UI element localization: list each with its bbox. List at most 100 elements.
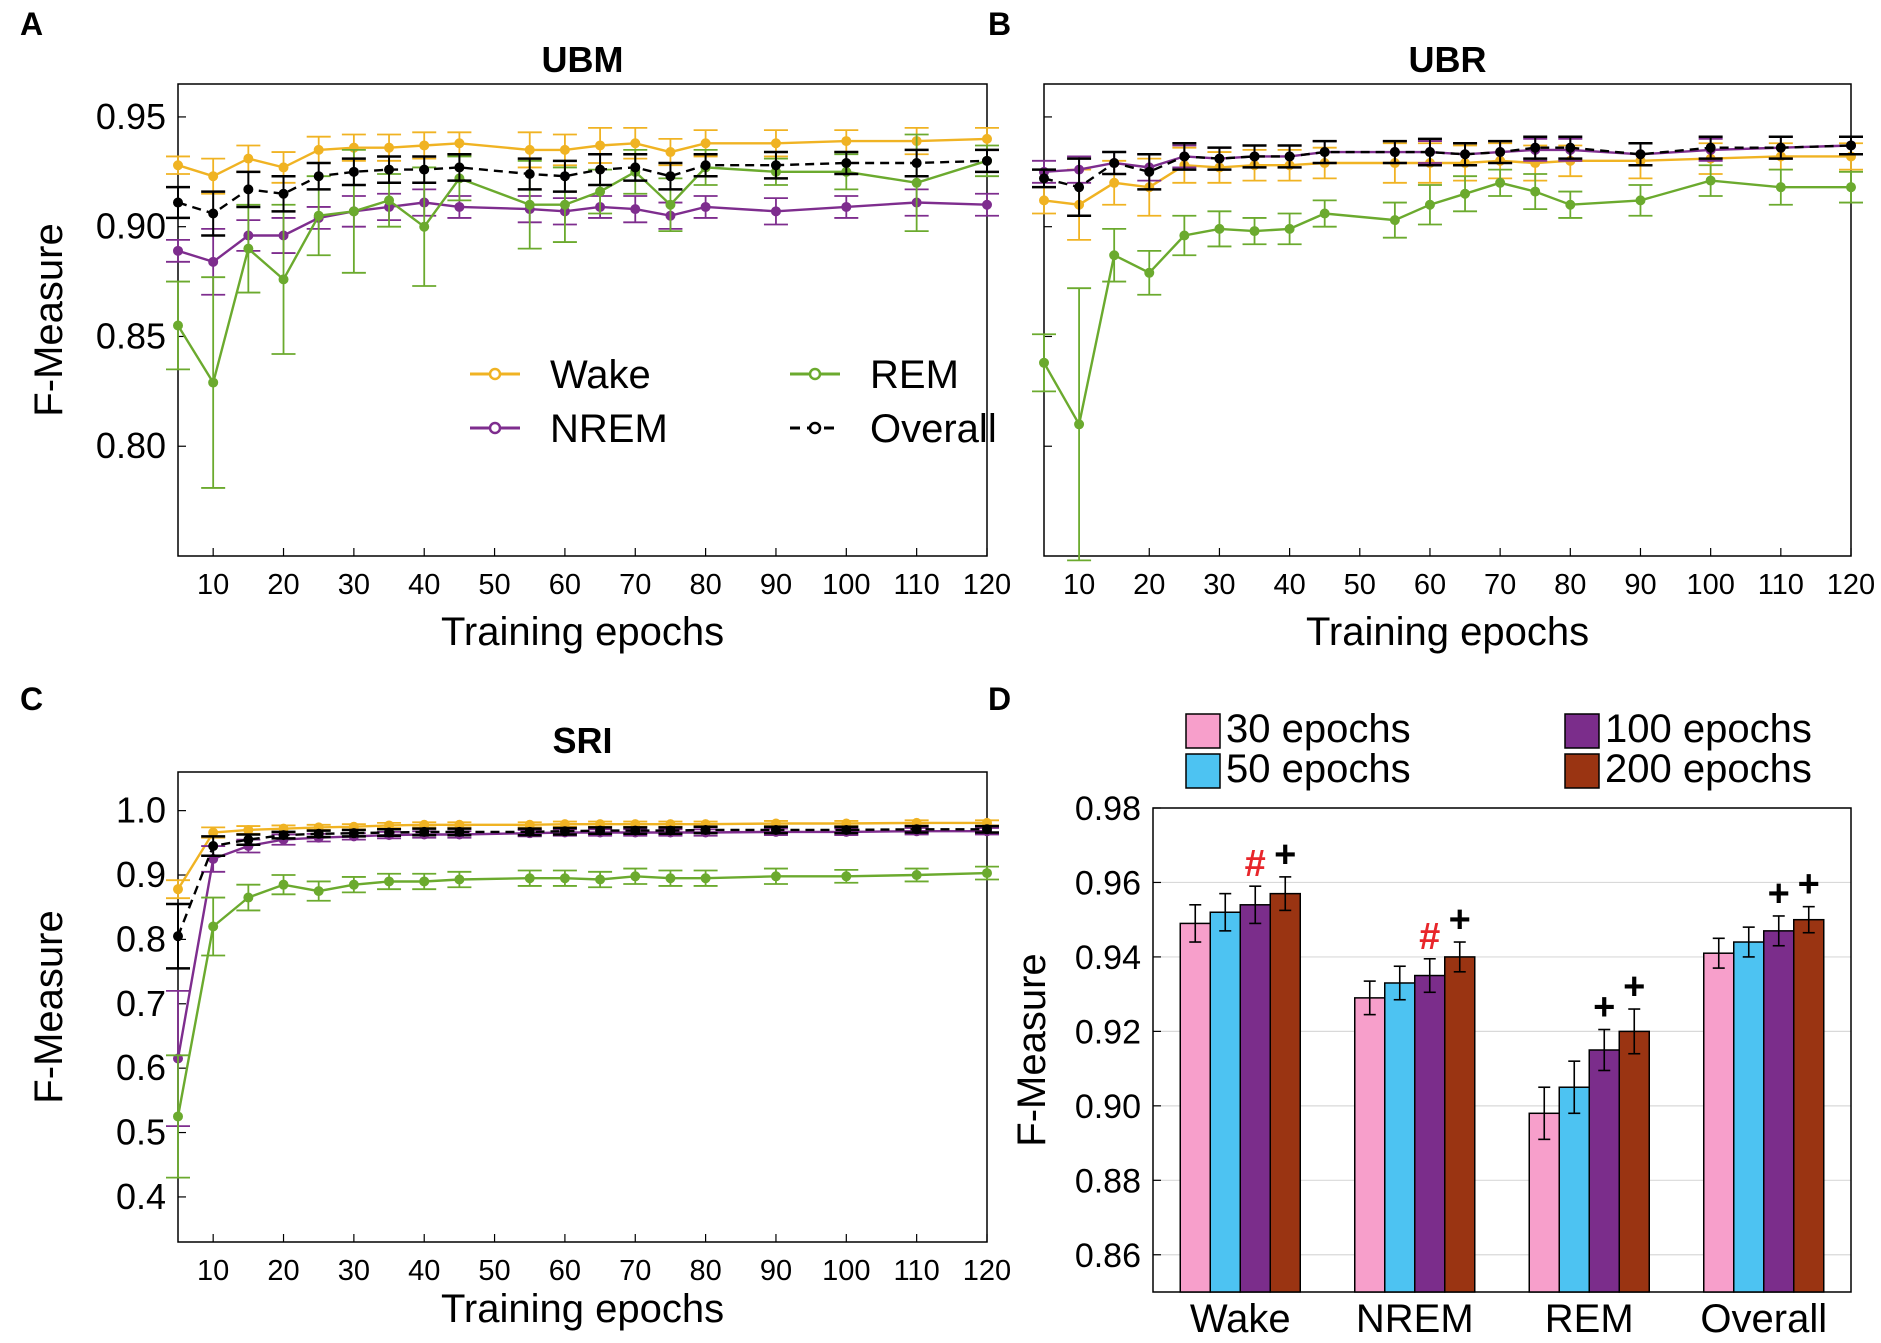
data-point-rem [1144,267,1155,278]
x-tick-label: 70 [1484,569,1516,601]
data-point-overall [1635,149,1646,160]
data-point-overall [665,171,676,182]
data-point-overall [770,824,781,835]
significance-plus: + [1274,834,1296,876]
x-tick-label: 10 [1063,569,1095,601]
data-point-wake [559,144,570,155]
data-point-overall [243,834,254,845]
data-point-overall [1775,142,1786,153]
data-point-wake [595,140,606,151]
data-point-overall [630,162,641,173]
data-point-overall [384,164,395,175]
x-tick-label: 100 [822,569,870,601]
data-point-nrem [770,206,781,217]
series-line-rem [1042,179,1851,428]
data-point-nrem [208,256,219,267]
y-tick-label: 0.96 [1075,864,1141,902]
data-point-overall [173,931,183,942]
series-line-overall [176,828,987,937]
data-point-rem [1530,186,1541,197]
data-point-rem [911,870,922,881]
series-line-rem [176,871,988,1117]
x-tick-label: 100 [822,1255,870,1287]
data-point-nrem [630,204,641,215]
significance-hash: # [1419,916,1440,958]
data-point-overall [559,171,570,182]
data-point-rem [1846,182,1856,193]
x-tick-label: 120 [963,1255,1011,1287]
data-point-overall [524,169,535,180]
significance-plus: + [1449,899,1471,941]
legend-swatch-100-epochs [1564,713,1600,749]
data-point-rem [208,921,219,932]
data-point-rem [384,876,395,887]
x-tick-label: 60 [549,1255,581,1287]
data-point-overall [313,828,324,839]
bar-overall-50-epochs [1733,941,1765,1293]
data-point-rem [454,874,465,885]
data-point-rem [313,210,324,221]
data-point-overall [524,826,535,837]
data-point-wake [1039,195,1049,206]
x-tick-label: 80 [689,569,721,601]
data-point-rem [1074,419,1085,430]
data-point-overall [1565,142,1576,153]
y-tick-label: 0.8 [116,918,166,959]
data-point-rem [1565,199,1576,210]
data-point-overall [841,824,852,835]
legend-label-nrem: NREM [550,407,668,451]
bar-overall-30-epochs [1703,952,1735,1293]
data-point-rem [1039,357,1049,368]
data-point-rem [1460,188,1471,199]
data-point-rem [1389,215,1400,226]
bar-rem-200-epochs [1618,1030,1650,1293]
data-point-overall [1179,151,1190,162]
x-tick-label: 10 [197,569,229,601]
legend-swatch-50-epochs [1185,753,1221,789]
x-tick-label: Wake [1190,1297,1291,1338]
data-point-overall [173,197,183,208]
data-point-rem [841,871,852,882]
x-axis-label: Training epochs [441,1287,724,1331]
data-point-rem [419,876,430,887]
data-point-nrem [173,245,183,256]
data-point-overall [1109,158,1120,169]
data-point-rem [595,186,606,197]
data-point-wake [770,138,781,149]
y-tick-label: 0.4 [116,1176,166,1217]
data-point-overall [559,826,570,837]
data-point-overall [1249,151,1260,162]
data-point-rem [1179,230,1190,241]
x-tick-label: 50 [478,569,510,601]
data-point-rem [208,377,219,388]
x-tick-label: 90 [760,569,792,601]
data-point-overall [1460,149,1471,160]
data-point-nrem [454,201,465,212]
legend-label-wake: Wake [550,353,651,397]
data-point-rem [278,879,289,890]
x-axis-label: Training epochs [441,610,724,654]
data-point-wake [313,144,324,155]
series-line-nrem [176,830,987,1059]
data-point-overall [982,824,992,835]
data-point-wake [208,171,219,182]
panel-letter: A [20,6,43,42]
data-point-rem [559,873,570,884]
data-point-overall [700,160,711,171]
y-tick-label: 0.90 [1075,1088,1141,1126]
y-tick-label: 0.88 [1075,1162,1141,1200]
legend-swatch-200-epochs [1564,753,1600,789]
data-point-overall [313,171,324,182]
y-tick-label: 0.9 [116,854,166,895]
data-point-overall [911,158,922,169]
data-point-rem [1249,226,1260,237]
data-point-rem [243,243,254,254]
data-point-rem [278,274,289,285]
data-point-overall [278,188,289,199]
data-point-overall [1705,142,1716,153]
y-axis-label: F-Measure [1010,953,1054,1146]
data-point-overall [1495,147,1506,158]
data-point-overall [911,824,922,835]
bar-rem-50-epochs [1558,1086,1590,1293]
data-point-overall [1424,147,1435,158]
